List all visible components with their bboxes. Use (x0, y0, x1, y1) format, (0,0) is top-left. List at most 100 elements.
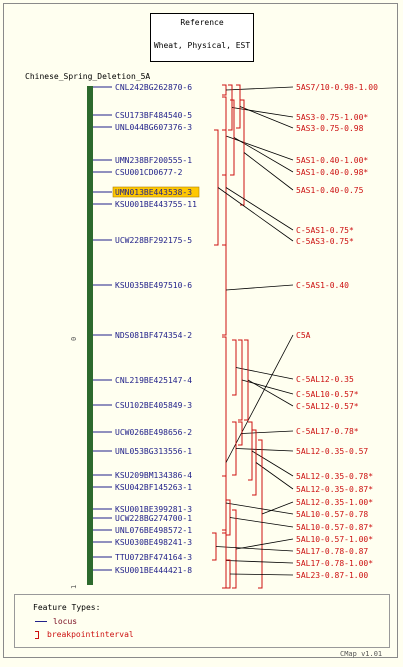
interval-bracket[interactable] (248, 421, 253, 481)
locus-label[interactable]: CSU001CD0677-2 (115, 168, 183, 177)
interval-connector (229, 517, 294, 528)
interval-bracket[interactable] (222, 244, 227, 336)
locus-label[interactable]: TTU072BF474164-3 (115, 553, 192, 562)
interval-label[interactable]: 5AL10-0.57-1.00* (296, 535, 373, 544)
interval-bracket[interactable] (238, 339, 243, 421)
interval-bracket[interactable] (222, 84, 227, 96)
interval-label[interactable]: 5AL12-0.35-0.78* (296, 472, 373, 481)
interval-label[interactable]: 5AL17-0.78-0.87 (296, 547, 368, 556)
locus-label[interactable]: UCW228BF292175-5 (115, 236, 192, 245)
interval-bracket[interactable] (222, 475, 227, 531)
map-frame (3, 3, 398, 658)
locus-label[interactable]: KSU001BE399281-3 (115, 505, 192, 514)
locus-label[interactable]: CSU102BE405849-3 (115, 401, 192, 410)
interval-bracket[interactable] (236, 84, 241, 129)
interval-label[interactable]: 5AS7/10-0.98-1.00 (296, 83, 378, 92)
interval-bracket[interactable] (240, 99, 245, 206)
locus-label[interactable]: UCW026BE498656-2 (115, 428, 192, 437)
locus-label[interactable]: CNL242BG262870-6 (115, 83, 192, 92)
locus-line-icon (35, 621, 47, 622)
interval-connector (225, 334, 294, 463)
locus-label[interactable]: KSU209BM134386-4 (115, 471, 192, 480)
interval-bracket[interactable] (252, 429, 257, 496)
locus-highlight (112, 186, 200, 198)
interval-label[interactable]: C-5AL17-0.78* (296, 427, 359, 436)
interval-label[interactable]: C5A (296, 331, 311, 340)
interval-bracket[interactable] (228, 84, 233, 131)
top-tick-label: 0 (70, 337, 78, 341)
interval-bracket[interactable] (232, 339, 237, 396)
interval-bracket[interactable] (226, 499, 231, 536)
locus-label[interactable]: KSU030BE498241-3 (115, 538, 192, 547)
reference-title: Reference (180, 18, 224, 27)
interval-bracket[interactable] (226, 559, 231, 589)
interval-label[interactable]: 5AL10-0.57-0.78 (296, 510, 368, 519)
locus-label[interactable]: UNL044BG607376-3 (115, 123, 192, 132)
interval-label[interactable]: C-5AL12-0.57* (296, 402, 359, 411)
intervals-group: 5AS7/10-0.98-1.00 5AS3-0.75-1.00* 5AS3-0.7… (212, 83, 378, 589)
interval-label[interactable]: 5AS1-0.40-1.00* (296, 156, 368, 165)
interval-label[interactable]: 5AL17-0.78-1.00* (296, 559, 373, 568)
interval-connector (235, 538, 294, 550)
interval-label[interactable]: C-5AS1-0.75* (296, 226, 354, 235)
interval-connector (217, 187, 294, 242)
interval-bracket[interactable] (222, 532, 227, 589)
interval-connector (225, 86, 294, 91)
locus-label[interactable]: KSU042BF145263-1 (115, 483, 192, 492)
interval-bracket[interactable] (222, 129, 227, 246)
locus-label[interactable]: KSU035BE497510-6 (115, 281, 192, 290)
interval-bracket[interactable] (222, 96, 227, 176)
legend-interval-label: breakpointinterval (47, 630, 134, 639)
interval-bracket[interactable] (222, 336, 227, 589)
interval-bracket[interactable] (258, 439, 263, 589)
loci-group: CNL242BG262870-6 CSU173BF484540-5 UNL044BG… (93, 83, 200, 575)
interval-label[interactable]: C-5AL12-0.35 (296, 375, 354, 384)
interval-bracket[interactable] (232, 421, 237, 476)
chromosome-bar[interactable] (87, 86, 93, 585)
interval-connector (229, 573, 294, 576)
interval-connector (247, 379, 294, 407)
interval-label[interactable]: 5AL12-0.35-0.57 (296, 447, 368, 456)
locus-label[interactable]: UMN238BF200555-1 (115, 156, 192, 165)
interval-connector (251, 450, 294, 477)
locus-label[interactable]: CNL219BE425147-4 (115, 376, 192, 385)
locus-label[interactable]: UCW228BG274700-1 (115, 514, 192, 523)
locus-label[interactable]: CSU173BF484540-5 (115, 111, 192, 120)
interval-connector (225, 502, 294, 515)
interval-connector (231, 107, 294, 118)
interval-connector (261, 501, 294, 515)
bracket-icon (35, 630, 39, 639)
interval-label[interactable]: 5AL23-0.87-1.00 (296, 571, 368, 580)
interval-connector (235, 367, 294, 380)
interval-label[interactable]: C-5AL10-0.57* (296, 390, 359, 399)
locus-label[interactable]: UNL076BE498572-1 (115, 526, 192, 535)
interval-label[interactable]: 5AL12-0.35-0.87* (296, 485, 373, 494)
interval-label[interactable]: 5AS1-0.40-0.98* (296, 168, 368, 177)
interval-label[interactable]: 5AS3-0.75-0.98 (296, 124, 364, 133)
locus-label[interactable]: NDS081BF474354-2 (115, 331, 192, 340)
reference-species: Wheat, Physical, EST (153, 41, 251, 50)
chromosome-title[interactable]: Chinese_Spring_Deletion_5A (25, 72, 151, 81)
interval-bracket[interactable] (212, 532, 217, 561)
locus-label[interactable]: KSU001BE444421-8 (115, 566, 192, 575)
interval-bracket[interactable] (232, 509, 237, 589)
legend-locus-label: locus (53, 617, 78, 626)
interval-label[interactable]: 5AS1-0.40-0.75 (296, 186, 364, 195)
interval-connector (225, 135, 294, 161)
interval-connector (225, 187, 294, 231)
interval-label[interactable]: 5AS3-0.75-1.00* (296, 113, 368, 122)
interval-connector (215, 546, 294, 552)
legend-title: Feature Types: (33, 603, 101, 612)
interval-label[interactable]: 5AL10-0.57-0.87* (296, 523, 373, 532)
interval-label[interactable]: C-5AS1-0.40 (296, 281, 349, 290)
reference-box: Reference Wheat, Physical, EST (150, 13, 254, 62)
locus-label[interactable]: KSU001BE443755-11 (115, 200, 197, 209)
locus-label[interactable]: UMN013BE443538-3 (115, 188, 192, 197)
interval-bracket[interactable] (244, 339, 249, 421)
bottom-tick-label: 1 (70, 585, 78, 589)
interval-label[interactable]: 5AL12-0.35-1.00* (296, 498, 373, 507)
locus-label[interactable]: UNL053BG313556-1 (115, 447, 192, 456)
interval-bracket[interactable] (214, 129, 219, 246)
interval-label[interactable]: C-5AS3-0.75* (296, 237, 354, 246)
